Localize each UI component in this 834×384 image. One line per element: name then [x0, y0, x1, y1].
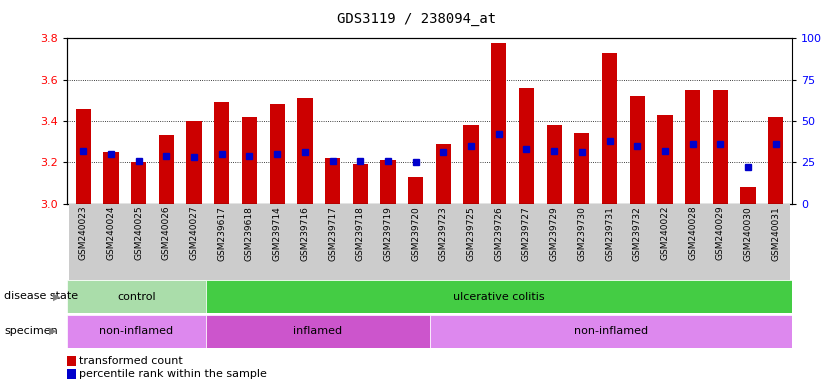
Text: control: control [117, 291, 156, 302]
Bar [706, 204, 734, 280]
Bar [319, 204, 346, 280]
Bar [519, 88, 534, 204]
Bar [125, 204, 153, 280]
Text: GSM240025: GSM240025 [134, 206, 143, 260]
Bar [76, 109, 91, 204]
Text: GSM240031: GSM240031 [771, 206, 780, 261]
Text: GSM240022: GSM240022 [661, 206, 670, 260]
Text: GSM239731: GSM239731 [605, 206, 614, 261]
Bar [595, 204, 623, 280]
Bar [131, 162, 146, 204]
Text: GSM239718: GSM239718 [356, 206, 364, 261]
Bar [679, 204, 706, 280]
Text: transformed count: transformed count [79, 356, 183, 366]
Bar [435, 144, 451, 204]
Bar [761, 204, 790, 280]
Text: GSM239727: GSM239727 [522, 206, 531, 261]
Bar [402, 204, 430, 280]
Bar [67, 369, 76, 379]
Bar [67, 356, 76, 366]
Text: GSM240028: GSM240028 [688, 206, 697, 260]
Bar [602, 53, 617, 204]
Bar [768, 117, 783, 204]
Bar [408, 177, 424, 204]
Bar [103, 152, 118, 204]
Bar [67, 280, 206, 313]
Text: GSM239714: GSM239714 [273, 206, 282, 261]
Text: GSM239618: GSM239618 [245, 206, 254, 261]
Text: GSM240029: GSM240029 [716, 206, 725, 260]
Bar [214, 103, 229, 204]
Bar [264, 204, 291, 280]
Text: percentile rank within the sample: percentile rank within the sample [79, 369, 267, 379]
Text: GSM239726: GSM239726 [495, 206, 503, 261]
Bar [297, 98, 313, 204]
Bar [623, 204, 651, 280]
Bar [353, 164, 368, 204]
Bar [346, 204, 374, 280]
Text: non-inflamed: non-inflamed [99, 326, 173, 336]
Bar [685, 90, 701, 204]
Text: GSM239730: GSM239730 [577, 206, 586, 261]
Bar [457, 204, 485, 280]
Text: GSM239720: GSM239720 [411, 206, 420, 261]
Text: GSM240023: GSM240023 [79, 206, 88, 260]
Bar [242, 117, 257, 204]
Text: GSM239716: GSM239716 [300, 206, 309, 261]
Bar [158, 136, 174, 204]
Bar [491, 43, 506, 204]
Bar [546, 125, 562, 204]
Bar [485, 204, 513, 280]
Bar [206, 315, 430, 348]
Bar [291, 204, 319, 280]
Text: non-inflamed: non-inflamed [574, 326, 648, 336]
Bar [651, 204, 679, 280]
Text: GDS3119 / 238094_at: GDS3119 / 238094_at [338, 12, 496, 25]
Bar [741, 187, 756, 204]
Text: specimen: specimen [4, 326, 58, 336]
Bar [153, 204, 180, 280]
Text: GSM240024: GSM240024 [107, 206, 116, 260]
Bar [575, 133, 590, 204]
Bar [713, 90, 728, 204]
Bar [430, 315, 792, 348]
Text: GSM240030: GSM240030 [743, 206, 752, 261]
Bar [630, 96, 645, 204]
Text: GSM239617: GSM239617 [218, 206, 226, 261]
Text: ▶: ▶ [53, 291, 60, 301]
Text: GSM239717: GSM239717 [328, 206, 337, 261]
Text: GSM239719: GSM239719 [384, 206, 393, 261]
Bar [430, 204, 457, 280]
Bar [568, 204, 595, 280]
Bar [236, 204, 264, 280]
Text: GSM239732: GSM239732 [633, 206, 641, 261]
Bar [734, 204, 761, 280]
Text: inflamed: inflamed [294, 326, 343, 336]
Bar [187, 121, 202, 204]
Bar [269, 104, 284, 204]
Text: GSM239729: GSM239729 [550, 206, 559, 261]
Bar [206, 280, 792, 313]
Bar [464, 125, 479, 204]
Text: disease state: disease state [4, 291, 78, 301]
Bar [540, 204, 568, 280]
Text: GSM239725: GSM239725 [466, 206, 475, 261]
Bar [69, 204, 98, 280]
Bar [67, 315, 206, 348]
Bar [657, 115, 672, 204]
Bar [374, 204, 402, 280]
Text: GSM239723: GSM239723 [439, 206, 448, 261]
Bar [325, 158, 340, 204]
Bar [513, 204, 540, 280]
Text: ▶: ▶ [49, 326, 57, 336]
Bar [380, 160, 395, 204]
Bar [180, 204, 208, 280]
Text: GSM240027: GSM240027 [189, 206, 198, 260]
Text: ulcerative colitis: ulcerative colitis [454, 291, 545, 302]
Bar [98, 204, 125, 280]
Bar [208, 204, 236, 280]
Text: GSM240026: GSM240026 [162, 206, 171, 260]
